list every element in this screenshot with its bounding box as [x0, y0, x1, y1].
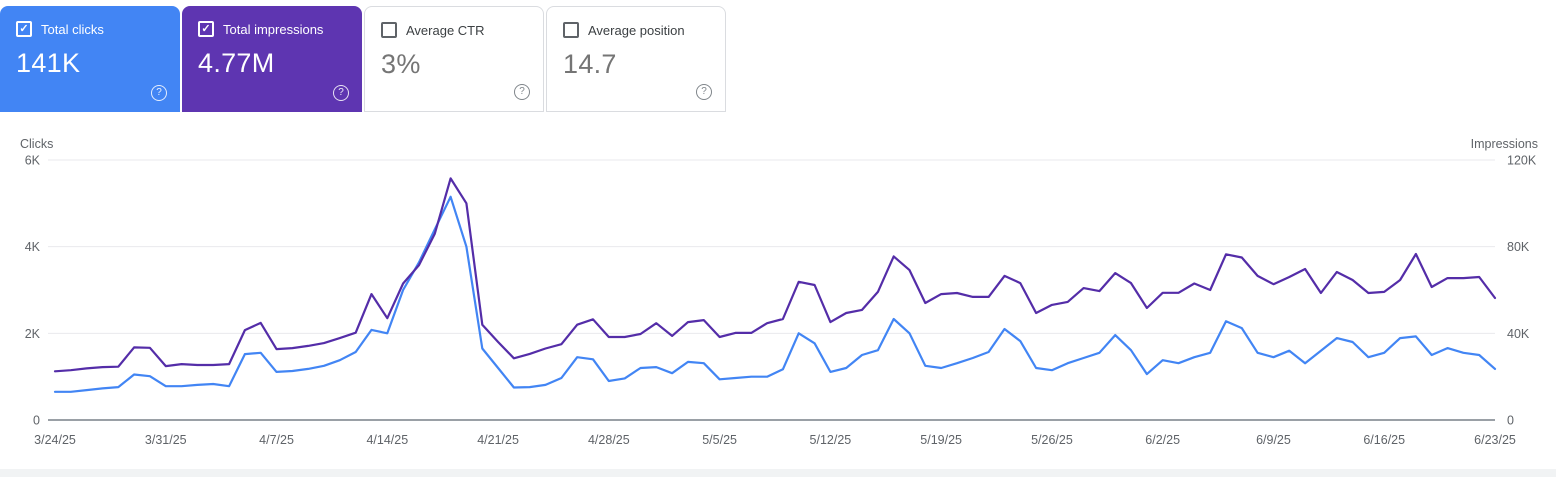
svg-text:6/16/25: 6/16/25: [1363, 433, 1405, 447]
total-impressions-value: 4.77M: [198, 48, 275, 78]
card-header: ✓ Total impressions: [198, 21, 348, 37]
svg-text:6/9/25: 6/9/25: [1256, 433, 1291, 447]
svg-text:120K: 120K: [1507, 154, 1537, 168]
card-label: Average position: [588, 22, 685, 38]
svg-text:5/5/25: 5/5/25: [702, 433, 737, 447]
svg-text:80K: 80K: [1507, 240, 1530, 254]
svg-text:4/21/25: 4/21/25: [477, 433, 519, 447]
total-clicks-checkbox[interactable]: ✓: [16, 21, 32, 37]
help-icon[interactable]: ?: [514, 84, 530, 100]
svg-text:6K: 6K: [25, 154, 41, 168]
clicks-line: [53, 195, 1497, 393]
svg-text:4/14/25: 4/14/25: [366, 433, 408, 447]
total-impressions-checkbox[interactable]: ✓: [198, 21, 214, 37]
svg-text:3/31/25: 3/31/25: [145, 433, 187, 447]
average-position-value: 14.7: [563, 49, 617, 79]
svg-text:3/24/25: 3/24/25: [34, 433, 76, 447]
svg-text:6/23/25: 6/23/25: [1474, 433, 1516, 447]
svg-text:6/2/25: 6/2/25: [1145, 433, 1180, 447]
average-ctr-checkbox[interactable]: [381, 22, 397, 38]
left-axis-title: Clicks: [20, 137, 53, 151]
svg-text:5/26/25: 5/26/25: [1031, 433, 1073, 447]
average-position-checkbox[interactable]: [563, 22, 579, 38]
card-header: Average position: [563, 22, 711, 38]
clicks-impressions-line-chart[interactable]: 0 0 2K 40K 4K 80K 6K 120K Clicks Impressions 3/24/…: [0, 130, 1556, 477]
svg-text:2K: 2K: [25, 327, 41, 341]
bottom-scroll-track: [0, 469, 1556, 477]
svg-text:0: 0: [1507, 414, 1514, 428]
metric-card-total-impressions[interactable]: ✓ Total impressions 4.77M ?: [182, 6, 362, 112]
svg-text:4K: 4K: [25, 240, 41, 254]
svg-text:40K: 40K: [1507, 327, 1530, 341]
metric-card-average-position[interactable]: Average position 14.7 ?: [546, 6, 726, 112]
check-icon: ✓: [19, 22, 29, 35]
card-header: Average CTR: [381, 22, 529, 38]
help-icon[interactable]: ?: [151, 85, 167, 101]
metric-card-average-ctr[interactable]: Average CTR 3% ?: [364, 6, 544, 112]
average-ctr-value: 3%: [381, 49, 421, 79]
total-clicks-value: 141K: [16, 48, 81, 78]
help-icon[interactable]: ?: [333, 85, 349, 101]
card-label: Average CTR: [406, 22, 485, 38]
card-label: Total impressions: [223, 21, 324, 37]
metric-cards: ✓ Total clicks 141K ? ✓ Total impression…: [0, 0, 1556, 112]
svg-text:5/19/25: 5/19/25: [920, 433, 962, 447]
svg-text:4/7/25: 4/7/25: [259, 433, 294, 447]
help-icon[interactable]: ?: [696, 84, 712, 100]
svg-text:4/28/25: 4/28/25: [588, 433, 630, 447]
check-icon: ✓: [201, 22, 211, 35]
right-axis-title: Impressions: [1471, 137, 1538, 151]
card-label: Total clicks: [41, 21, 104, 37]
svg-text:0: 0: [33, 414, 40, 428]
card-header: ✓ Total clicks: [16, 21, 166, 37]
metric-card-total-clicks[interactable]: ✓ Total clicks 141K ?: [0, 6, 180, 112]
impressions-line: [53, 177, 1497, 373]
performance-chart[interactable]: 0 0 2K 40K 4K 80K 6K 120K Clicks Impressions 3/24/…: [0, 130, 1556, 482]
svg-text:5/12/25: 5/12/25: [810, 433, 852, 447]
